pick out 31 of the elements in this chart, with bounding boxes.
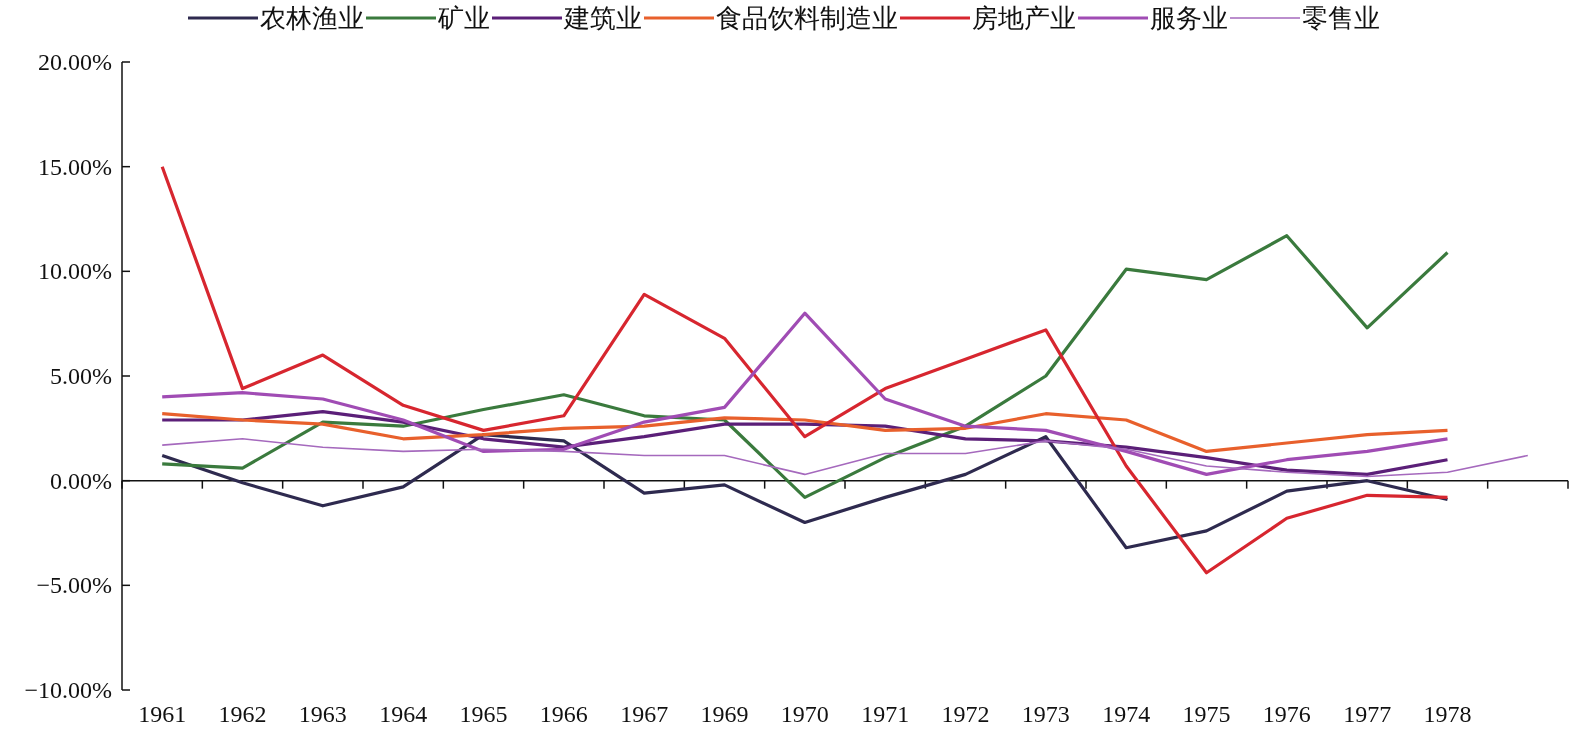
xtick: 1964	[379, 701, 428, 727]
xtick: 1971	[861, 701, 910, 727]
legend-label: 食品饮料制造业	[716, 4, 898, 33]
xtick: 1961	[138, 701, 187, 727]
xtick: 1966	[539, 701, 588, 727]
xtick: 1963	[298, 701, 347, 727]
ytick: 20.00%	[38, 49, 112, 75]
xtick: 1976	[1262, 701, 1311, 727]
ytick: 5.00%	[50, 363, 112, 389]
xtick: 1967	[620, 701, 669, 727]
ytick: 10.00%	[38, 258, 112, 285]
legend-label: 农林渔业	[260, 4, 364, 33]
legend-label: 零售业	[1302, 4, 1380, 33]
legend-label: 建筑业	[563, 4, 642, 33]
xtick: 1977	[1343, 701, 1392, 727]
xtick: 1969	[700, 701, 749, 727]
xtick: 1965	[459, 701, 508, 727]
xtick: 1973	[1021, 701, 1070, 727]
xtick: 1972	[941, 701, 990, 727]
xtick: 1975	[1182, 701, 1231, 727]
xtick: 1978	[1423, 701, 1472, 727]
ytick: 0.00%	[50, 467, 112, 494]
ytick: −5.00%	[36, 572, 112, 599]
ytick: 15.00%	[38, 153, 112, 180]
xtick: 1974	[1102, 701, 1151, 727]
xtick: 1962	[218, 701, 267, 727]
legend-label: 矿业	[437, 4, 490, 33]
legend-label: 服务业	[1150, 4, 1228, 33]
legend-label: 房地产业	[972, 4, 1076, 33]
xtick: 1970	[780, 701, 829, 727]
ytick: −10.00%	[24, 677, 112, 703]
